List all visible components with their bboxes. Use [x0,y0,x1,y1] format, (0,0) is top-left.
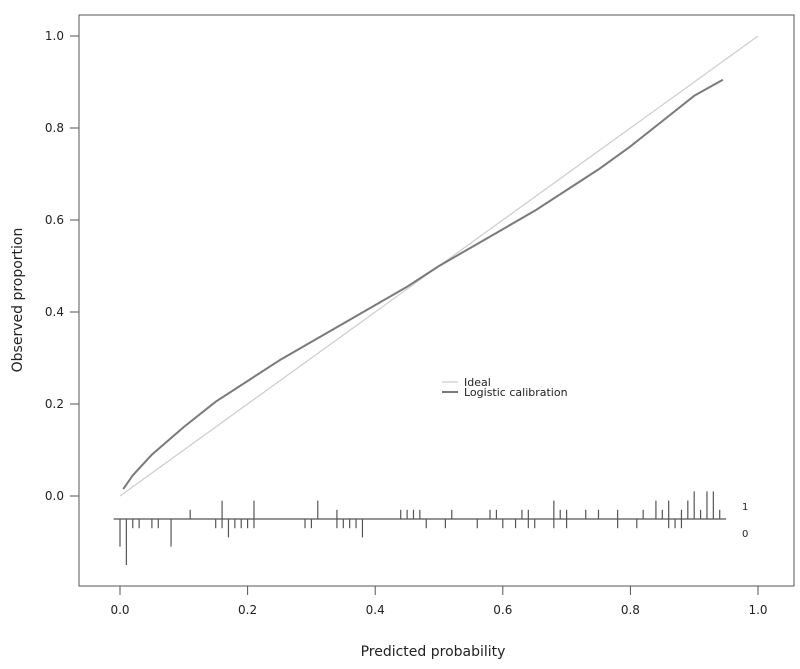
y-axis: 0.0 0.2 0.4 0.6 0.8 1.0 [45,29,80,503]
y-tick-label: 0.6 [45,213,64,227]
y-axis-title: Observed proportion [10,228,26,373]
rug-layer: 10 [113,491,748,565]
x-axis-title: Predicted probability [361,644,506,660]
x-axis: 0.0 0.2 0.4 0.6 0.8 1.0 [110,585,768,617]
legend-label: Ideal [464,376,491,389]
x-tick-label: 0.4 [366,603,385,617]
y-tick-label: 0.2 [45,397,64,411]
x-tick-label: 0.8 [621,603,640,617]
series-layer [119,35,759,497]
x-tick-label: 0.6 [493,603,512,617]
x-tick-label: 0.2 [238,603,257,617]
y-tick-label: 0.8 [45,121,64,135]
x-tick-label: 1.0 [748,603,767,617]
rug-label-one: 1 [742,502,748,513]
y-tick-label: 1.0 [45,29,64,43]
series-line-logistic-calibration [122,78,724,490]
y-tick-label: 0.0 [45,489,64,503]
legend-label: Logistic calibration [464,386,568,399]
y-tick-label: 0.4 [45,305,64,319]
rug-label-zero: 0 [742,529,748,540]
x-tick-label: 0.0 [110,603,129,617]
